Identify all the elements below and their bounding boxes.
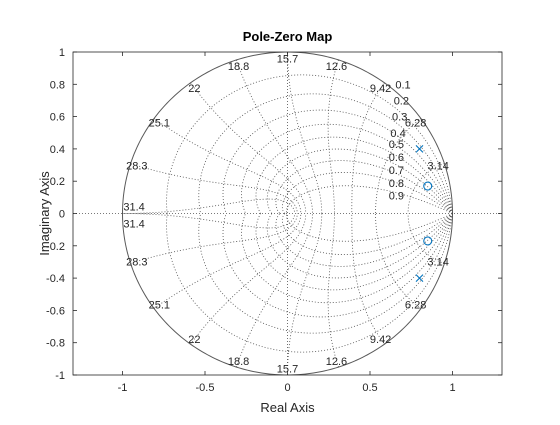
frequency-label: 3.14 bbox=[427, 161, 448, 173]
frequency-curve-upper bbox=[190, 82, 307, 214]
frequency-label: 9.42 bbox=[370, 83, 391, 95]
y-tick-label: -0.2 bbox=[46, 241, 65, 253]
damping-curve-upper bbox=[275, 160, 453, 214]
y-tick-label: 0 bbox=[59, 209, 65, 221]
y-tick-label: 0.6 bbox=[50, 112, 65, 124]
frequency-curve-upper bbox=[327, 59, 339, 214]
frequency-curve-lower bbox=[236, 213, 313, 368]
y-tick-label: -0.8 bbox=[46, 338, 65, 350]
frequency-curve-lower bbox=[287, 213, 323, 375]
frequency-label: 6.28 bbox=[405, 117, 426, 129]
x-tick-label: -1 bbox=[118, 382, 128, 394]
damping-curve-upper bbox=[281, 172, 453, 214]
x-tick-label: -0.5 bbox=[196, 382, 215, 394]
damping-curve-lower bbox=[255, 213, 453, 291]
y-tick-label: 0.2 bbox=[50, 176, 65, 188]
frequency-label: 18.8 bbox=[228, 61, 249, 73]
frequency-label: 25.1 bbox=[149, 300, 170, 312]
pole-marker-stroke bbox=[415, 145, 424, 153]
frequency-curve-upper bbox=[236, 59, 313, 214]
frequency-label: 22 bbox=[188, 334, 200, 346]
damping-curve-lower bbox=[266, 213, 453, 279]
pole-marker-stroke bbox=[415, 274, 424, 282]
frequency-label: 12.6 bbox=[326, 356, 347, 368]
frequency-label: 9.42 bbox=[370, 334, 391, 346]
frequency-label: 15.7 bbox=[277, 364, 298, 376]
pole-zero-marks bbox=[415, 145, 433, 282]
damping-curve-lower bbox=[285, 213, 453, 242]
pole-marker bbox=[415, 274, 424, 282]
damping-curve-lower bbox=[166, 213, 453, 353]
y-tick-label: 0.8 bbox=[50, 79, 65, 91]
zero-marker bbox=[423, 236, 433, 246]
frequency-label: 6.28 bbox=[405, 300, 426, 312]
frequency-label: 31.4 bbox=[123, 219, 144, 231]
frequency-label: 3.14 bbox=[427, 256, 448, 268]
x-tick-label: 0 bbox=[284, 382, 290, 394]
zgrid-layer bbox=[73, 52, 502, 375]
damping-curve-upper bbox=[255, 136, 453, 214]
frequency-curve-lower bbox=[375, 213, 422, 309]
y-tick-label: -1 bbox=[55, 370, 65, 382]
damping-label: 0.4 bbox=[390, 128, 405, 140]
frequency-label: 18.8 bbox=[228, 356, 249, 368]
y-tick-label: 1 bbox=[59, 47, 65, 59]
frequency-label: 15.7 bbox=[277, 53, 298, 65]
damping-curve-upper bbox=[285, 185, 453, 214]
damping-curve-lower bbox=[281, 213, 453, 255]
frequency-curve-lower bbox=[153, 213, 302, 309]
frequency-curve-lower bbox=[351, 213, 385, 345]
y-tick-label: 0.4 bbox=[50, 144, 65, 156]
damping-curve-upper bbox=[166, 74, 453, 214]
frequency-curve-upper bbox=[375, 118, 422, 214]
chart-title: Pole-Zero Map bbox=[243, 29, 333, 44]
frequency-label: 31.4 bbox=[123, 202, 144, 214]
frequency-label: 28.3 bbox=[126, 161, 147, 173]
damping-label: 0.5 bbox=[389, 139, 404, 151]
frequency-curve-upper bbox=[287, 52, 323, 214]
damping-label: 0.2 bbox=[394, 95, 409, 107]
frequency-label: 28.3 bbox=[126, 256, 147, 268]
frequency-curve-lower bbox=[190, 213, 307, 345]
x-axis-label: Real Axis bbox=[260, 400, 315, 415]
y-tick-label: -0.6 bbox=[46, 305, 65, 317]
y-tick-label: -0.4 bbox=[46, 273, 65, 285]
frequency-label: 22 bbox=[188, 83, 200, 95]
x-tick-label: 1 bbox=[449, 382, 455, 394]
damping-label: 0.7 bbox=[389, 165, 404, 177]
damping-label: 0.6 bbox=[389, 152, 404, 164]
frequency-curve-upper bbox=[351, 82, 385, 214]
pole-marker bbox=[415, 145, 424, 153]
frequency-curve-lower bbox=[407, 213, 445, 264]
y-axis-label: Imaginary Axis bbox=[37, 171, 52, 256]
frequency-curve-upper bbox=[407, 163, 445, 214]
frequency-curve-lower bbox=[327, 213, 339, 368]
damping-curve-upper bbox=[266, 148, 453, 214]
axis-ticks: 0.10.20.30.40.50.60.70.80.93.143.146.286… bbox=[46, 47, 502, 394]
frequency-curve-upper bbox=[153, 118, 302, 214]
damping-label: 0.8 bbox=[389, 178, 404, 190]
damping-label: 0.1 bbox=[395, 79, 410, 91]
x-tick-label: 0.5 bbox=[362, 382, 377, 394]
damping-curve-lower bbox=[275, 213, 453, 267]
frequency-label: 25.1 bbox=[149, 117, 170, 129]
frequency-label: 12.6 bbox=[326, 61, 347, 73]
zero-marker bbox=[423, 181, 433, 191]
damping-label: 0.3 bbox=[392, 112, 407, 124]
damping-label: 0.9 bbox=[389, 191, 404, 203]
